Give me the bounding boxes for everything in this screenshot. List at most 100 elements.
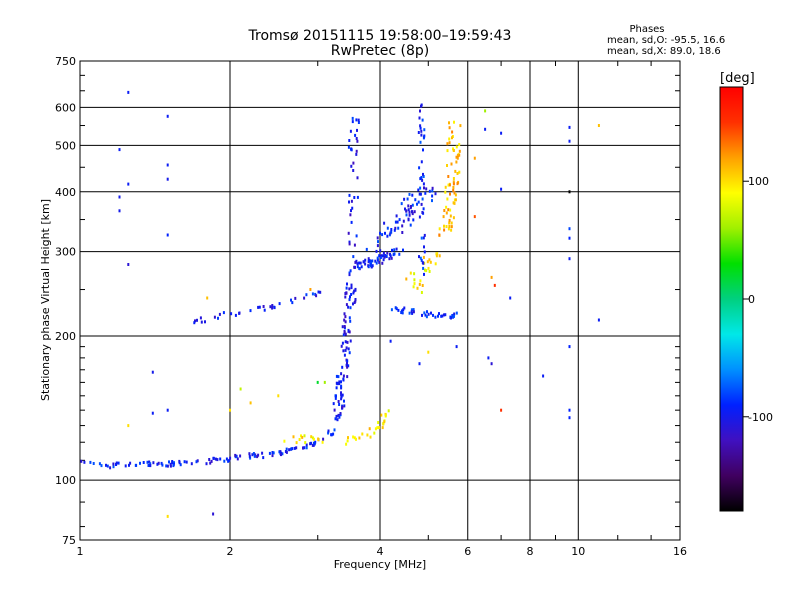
data-point: [348, 200, 350, 204]
data-point: [402, 308, 405, 312]
data-point: [301, 435, 304, 439]
data-point: [394, 220, 397, 224]
data-point: [350, 164, 353, 168]
data-point: [426, 260, 429, 264]
data-point: [371, 264, 374, 268]
data-point: [396, 220, 399, 224]
data-point: [354, 133, 357, 137]
data-point: [290, 298, 292, 302]
data-point: [473, 215, 476, 219]
data-point: [419, 126, 422, 130]
data-point: [453, 314, 455, 318]
data-point: [348, 330, 351, 334]
data-point: [379, 256, 382, 259]
data-point: [435, 254, 438, 258]
data-point: [427, 312, 430, 316]
data-point: [317, 438, 320, 442]
stats-line-o: mean, sd,O: -95.5, 16.6: [607, 35, 725, 46]
data-point: [371, 259, 374, 263]
data-point: [447, 227, 450, 231]
data-point: [135, 463, 138, 467]
data-point: [148, 460, 151, 464]
data-point: [452, 182, 455, 186]
data-point: [458, 153, 461, 157]
data-point: [263, 308, 266, 312]
data-point: [129, 461, 132, 465]
data-point: [322, 437, 325, 441]
data-point: [434, 192, 437, 196]
data-point: [444, 185, 447, 189]
data-point: [353, 436, 356, 440]
data-point: [340, 384, 343, 388]
data-point: [348, 298, 351, 302]
data-point: [341, 341, 344, 345]
data-point: [349, 339, 352, 343]
data-point: [438, 233, 441, 237]
data-point: [193, 321, 196, 325]
data-point: [358, 261, 361, 265]
data-point: [395, 247, 398, 251]
data-point: [412, 218, 415, 222]
data-point: [423, 250, 426, 254]
data-point: [423, 186, 425, 190]
data-point: [345, 346, 348, 350]
data-point: [327, 429, 330, 433]
data-point: [350, 147, 353, 151]
data-point: [419, 256, 422, 260]
data-point: [413, 278, 416, 282]
data-point: [446, 164, 448, 167]
data-point: [341, 365, 344, 369]
data-point: [298, 438, 301, 441]
data-point: [382, 258, 385, 262]
data-point: [568, 257, 571, 261]
data-point: [446, 142, 449, 146]
x-axis-ticks: 1 2 4 6 8 10 16: [77, 545, 688, 558]
data-point: [106, 464, 109, 468]
data-point: [414, 198, 417, 202]
data-point: [210, 459, 213, 463]
data-point: [452, 188, 455, 192]
data-point: [340, 380, 342, 384]
data-point: [354, 287, 357, 291]
data-point: [333, 428, 336, 432]
data-point: [279, 450, 282, 454]
data-point: [160, 461, 163, 465]
data-point: [311, 443, 314, 447]
data-point: [417, 200, 420, 204]
data-point: [342, 333, 345, 337]
y-axis-ticks: 75 100 200 300 400 500 600 750: [55, 55, 76, 547]
data-point: [354, 260, 357, 264]
data-point: [127, 182, 130, 186]
data-point: [381, 233, 384, 237]
data-point: [271, 306, 274, 310]
data-point: [597, 318, 600, 322]
data-point: [115, 461, 118, 465]
data-point: [407, 208, 410, 212]
y-tick-label: 100: [55, 474, 76, 487]
data-point: [348, 240, 351, 244]
data-point: [435, 252, 438, 256]
data-point: [340, 395, 343, 399]
data-point: [490, 362, 493, 366]
data-point: [89, 460, 92, 464]
data-point: [161, 463, 164, 467]
data-point: [343, 353, 346, 357]
data-point: [379, 249, 382, 253]
x-tick-label: 1: [77, 545, 84, 558]
data-point: [349, 295, 351, 299]
data-point: [262, 456, 265, 460]
data-point: [419, 186, 422, 190]
data-point: [419, 140, 422, 144]
data-point: [401, 231, 404, 234]
data-point: [340, 397, 343, 401]
data-point: [238, 311, 241, 315]
data-point: [452, 180, 455, 184]
data-point: [422, 182, 425, 186]
data-point: [364, 258, 367, 262]
data-point: [431, 199, 433, 203]
data-point: [448, 126, 451, 130]
data-point: [303, 434, 306, 438]
data-point: [272, 451, 275, 455]
data-point: [257, 453, 260, 457]
data-point: [348, 316, 351, 320]
